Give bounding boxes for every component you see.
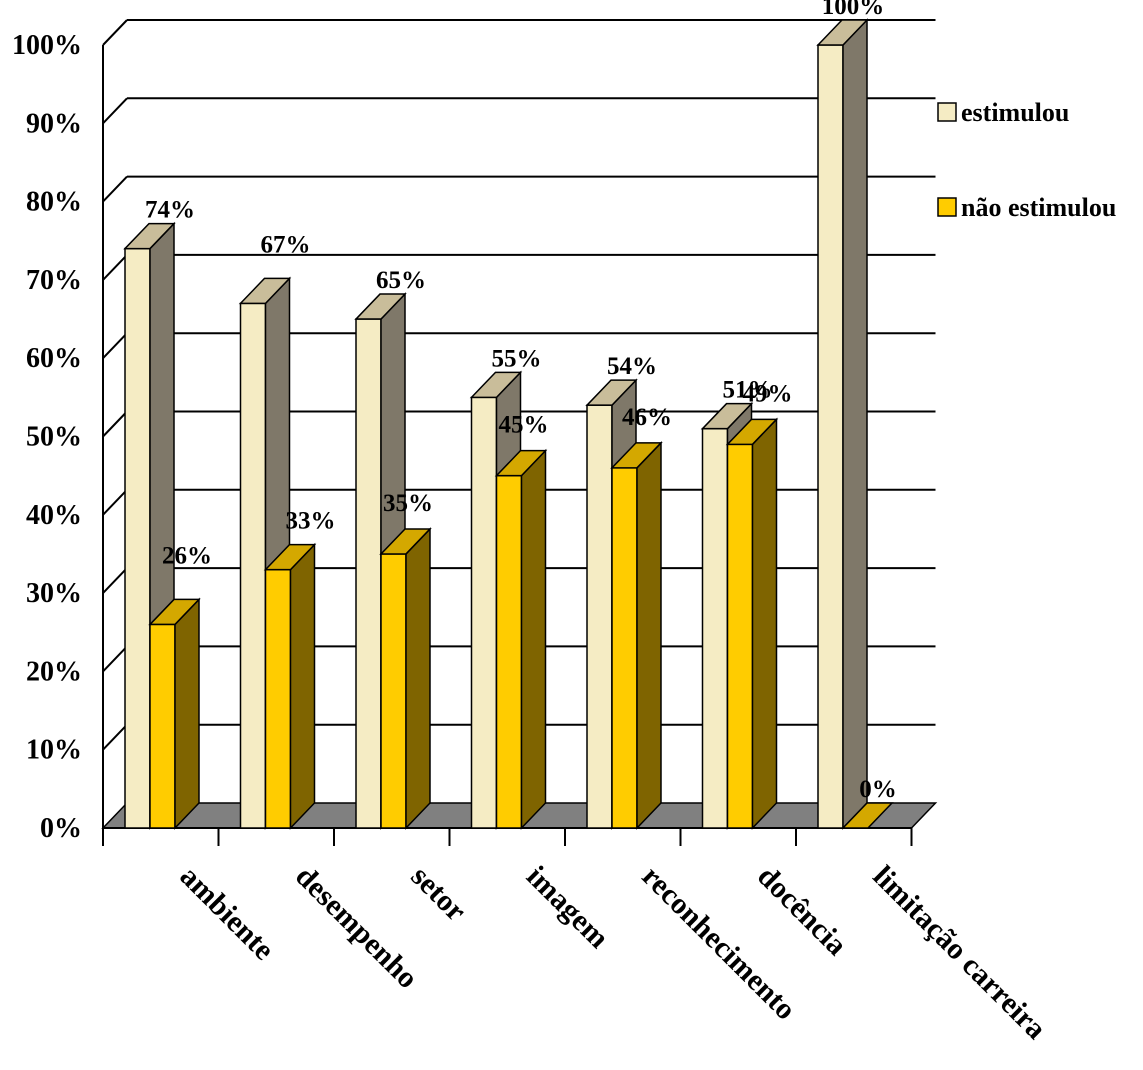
y-tick-label: 30% — [26, 578, 82, 609]
legend-swatch — [937, 102, 957, 122]
bar-top — [816, 19, 869, 46]
bar-front — [239, 302, 267, 829]
gridline-diagonal — [102, 410, 128, 438]
bar-top — [379, 528, 432, 555]
data-label: 51% — [723, 377, 773, 404]
data-label: 74% — [145, 197, 195, 224]
bar-side — [520, 448, 547, 830]
legend-item: estimulou — [937, 98, 1069, 127]
legend-swatch — [937, 197, 957, 217]
y-tick-label: 80% — [26, 187, 82, 218]
bar-top — [725, 418, 779, 446]
bar-top — [123, 222, 176, 250]
x-category-label: docência — [751, 860, 853, 962]
bar-front — [124, 247, 151, 829]
data-label: 55% — [492, 345, 542, 372]
bar-top — [841, 802, 894, 829]
bar-front — [701, 427, 729, 829]
bar-side — [174, 597, 200, 830]
y-tick-label: 0% — [40, 813, 82, 844]
bar-nao-estimulou — [610, 440, 663, 830]
bar-side — [751, 417, 778, 830]
bar-front — [495, 474, 523, 829]
data-label: 35% — [383, 490, 433, 517]
data-label: 65% — [376, 267, 426, 294]
x-category-label: desempenho — [289, 860, 424, 995]
bar-front — [470, 396, 498, 829]
bar-front — [611, 467, 638, 829]
bar-nao-estimulou — [725, 417, 779, 830]
bar-front — [264, 568, 292, 829]
y-tick-label: 20% — [26, 656, 82, 687]
bar-estimulou — [816, 18, 869, 830]
bar-top — [148, 598, 201, 626]
x-category-label: imagem — [520, 860, 615, 955]
y-tick-label: 10% — [26, 735, 82, 766]
y-tick-label: 40% — [26, 500, 82, 531]
bar-front — [355, 318, 382, 829]
bar-nao-estimulou — [494, 448, 548, 830]
bar-top — [469, 371, 523, 399]
legend-label: estimulou — [961, 98, 1069, 127]
bar-nao-estimulou — [379, 527, 432, 830]
bar-top — [263, 543, 317, 571]
gridline-diagonal — [102, 724, 128, 751]
bar-top — [238, 277, 292, 305]
data-label: 49% — [743, 380, 793, 407]
bar-nao-estimulou — [841, 802, 894, 829]
legend-item: não estimulou — [937, 193, 1116, 222]
y-tick-label: 90% — [26, 108, 82, 139]
data-label: 46% — [622, 404, 672, 431]
legend-label: não estimulou — [961, 193, 1116, 222]
bar-top — [585, 379, 638, 406]
bar-front — [586, 404, 613, 829]
data-label: 26% — [162, 542, 212, 569]
bar-nao-estimulou — [263, 542, 317, 830]
y-tick-label: 50% — [26, 422, 82, 453]
y-tick-label: 70% — [26, 265, 82, 296]
y-tick-label: 100% — [12, 30, 82, 61]
bar-front — [817, 44, 844, 829]
x-category-label: limitação carreira — [867, 860, 1053, 1046]
gridline-diagonal — [102, 175, 128, 203]
bar-side — [636, 440, 662, 830]
bar-side — [842, 18, 868, 830]
bar-top — [354, 293, 407, 320]
bar-top — [494, 449, 548, 477]
bar-front — [726, 443, 754, 829]
gridline-diagonal — [102, 97, 128, 124]
y-tick-label: 60% — [26, 343, 82, 374]
data-label: 54% — [607, 353, 657, 380]
bar-front — [380, 553, 407, 829]
bar-top — [700, 402, 754, 430]
gridline-diagonal — [102, 19, 128, 46]
data-label: 67% — [261, 231, 311, 258]
gridline-diagonal — [102, 489, 128, 516]
bar-nao-estimulou — [148, 597, 201, 830]
gridline-diagonal — [102, 567, 128, 594]
gridline-diagonal — [102, 332, 128, 359]
bar-side — [405, 527, 431, 830]
x-category-label: ambiente — [174, 860, 281, 967]
bar-side — [289, 542, 316, 830]
gridline-diagonal — [102, 645, 128, 673]
x-category-label: setor — [405, 860, 473, 928]
data-label: 45% — [499, 412, 549, 439]
data-label: 0% — [859, 776, 897, 803]
data-label: 33% — [286, 508, 336, 535]
bar-top — [610, 442, 663, 469]
bar-front — [149, 623, 176, 829]
data-label: 100% — [822, 0, 885, 20]
gridline-diagonal — [102, 254, 128, 281]
